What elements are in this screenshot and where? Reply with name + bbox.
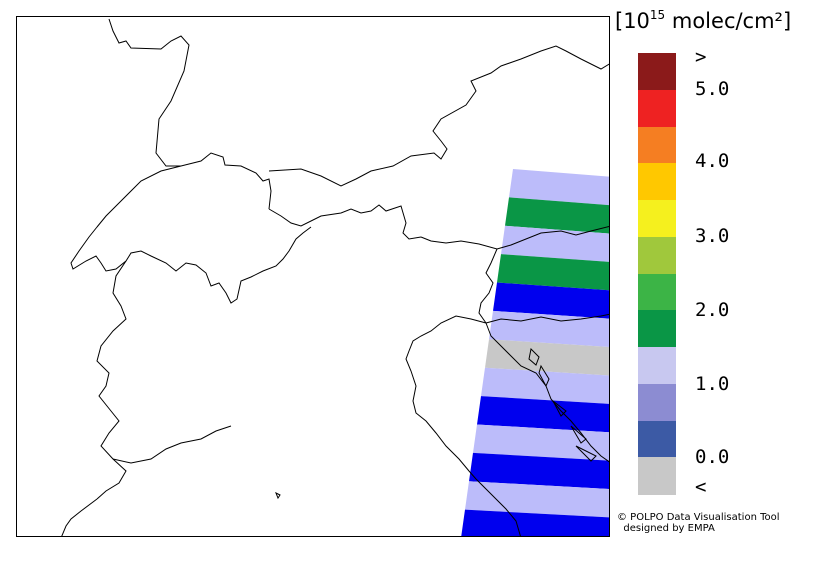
legend-swatch bbox=[638, 200, 676, 238]
swath-band bbox=[493, 282, 609, 319]
legend-swatch bbox=[638, 89, 676, 127]
swath-band bbox=[469, 452, 609, 490]
coastline-croatia bbox=[485, 322, 609, 463]
legend-swatch bbox=[638, 163, 676, 201]
legend-swatch bbox=[638, 420, 676, 458]
legend-unit-title: [1015 molec/cm²] bbox=[615, 8, 791, 33]
swath-band bbox=[505, 197, 609, 234]
legend-label-5: 5.0 bbox=[695, 78, 730, 100]
swath-band bbox=[485, 339, 609, 376]
satellite-swath bbox=[461, 169, 609, 536]
swath-band bbox=[477, 396, 609, 433]
map-canvas bbox=[61, 18, 609, 536]
legend-label-gt: > bbox=[695, 46, 707, 68]
swath-band bbox=[461, 509, 609, 536]
legend-swatch bbox=[638, 126, 676, 164]
legend-label-0: 0.0 bbox=[695, 446, 730, 468]
border-italy-slovenia bbox=[478, 248, 498, 324]
legend-label-2: 2.0 bbox=[695, 299, 730, 321]
border-france-italy bbox=[96, 260, 127, 500]
legend-swatch bbox=[638, 273, 676, 311]
legend-unit-suffix: molec/cm²] bbox=[665, 9, 792, 33]
island-elba bbox=[275, 491, 281, 500]
country-borders bbox=[61, 18, 609, 536]
legend-swatch bbox=[638, 236, 676, 274]
credit-text: © POLPO Data Visualisation Tool designed… bbox=[617, 512, 780, 534]
border-germany-austria bbox=[268, 45, 609, 187]
border-italy-regions bbox=[112, 425, 232, 464]
legend-swatch bbox=[638, 457, 676, 495]
legend-swatch bbox=[638, 310, 676, 348]
swath-band bbox=[501, 225, 609, 262]
legend-swatch bbox=[638, 347, 676, 385]
legend-swatch bbox=[638, 53, 676, 91]
swath-band bbox=[489, 310, 609, 348]
legend-label-3: 3.0 bbox=[695, 225, 730, 247]
swath-band bbox=[497, 254, 609, 291]
legend-unit-prefix: [10 bbox=[615, 9, 650, 33]
swath-band bbox=[465, 481, 609, 518]
border-croatia bbox=[485, 313, 609, 324]
border-france-germany bbox=[108, 18, 272, 210]
legend-label-lt: < bbox=[695, 476, 707, 498]
credit-line-2: designed by EMPA bbox=[617, 523, 715, 534]
islands-croatia bbox=[528, 347, 597, 462]
color-legend bbox=[638, 53, 676, 495]
legend-label-1: 1.0 bbox=[695, 373, 730, 395]
legend-swatch bbox=[638, 383, 676, 421]
swath-band bbox=[509, 169, 609, 206]
legend-label-4: 4.0 bbox=[695, 150, 730, 172]
map-panel bbox=[16, 16, 610, 537]
border-switzerland bbox=[70, 165, 422, 304]
coastline-italy bbox=[405, 315, 521, 536]
border-austria-italy bbox=[420, 225, 609, 250]
swath-band bbox=[481, 367, 609, 404]
coastline-ligurian bbox=[61, 498, 98, 536]
legend-unit-exponent: 15 bbox=[649, 8, 666, 22]
credit-line-1: © POLPO Data Visualisation Tool bbox=[617, 512, 780, 523]
